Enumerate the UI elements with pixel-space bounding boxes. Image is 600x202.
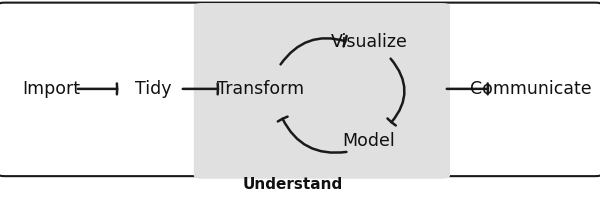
Text: Tidy: Tidy <box>135 80 171 98</box>
Text: Model: Model <box>343 132 395 150</box>
Text: Visualize: Visualize <box>331 33 407 52</box>
FancyBboxPatch shape <box>194 3 450 179</box>
Text: Understand: Understand <box>243 177 343 192</box>
Text: Import: Import <box>22 80 80 98</box>
Text: Transform: Transform <box>217 80 305 98</box>
FancyBboxPatch shape <box>0 3 600 176</box>
Text: Communicate: Communicate <box>470 80 592 98</box>
